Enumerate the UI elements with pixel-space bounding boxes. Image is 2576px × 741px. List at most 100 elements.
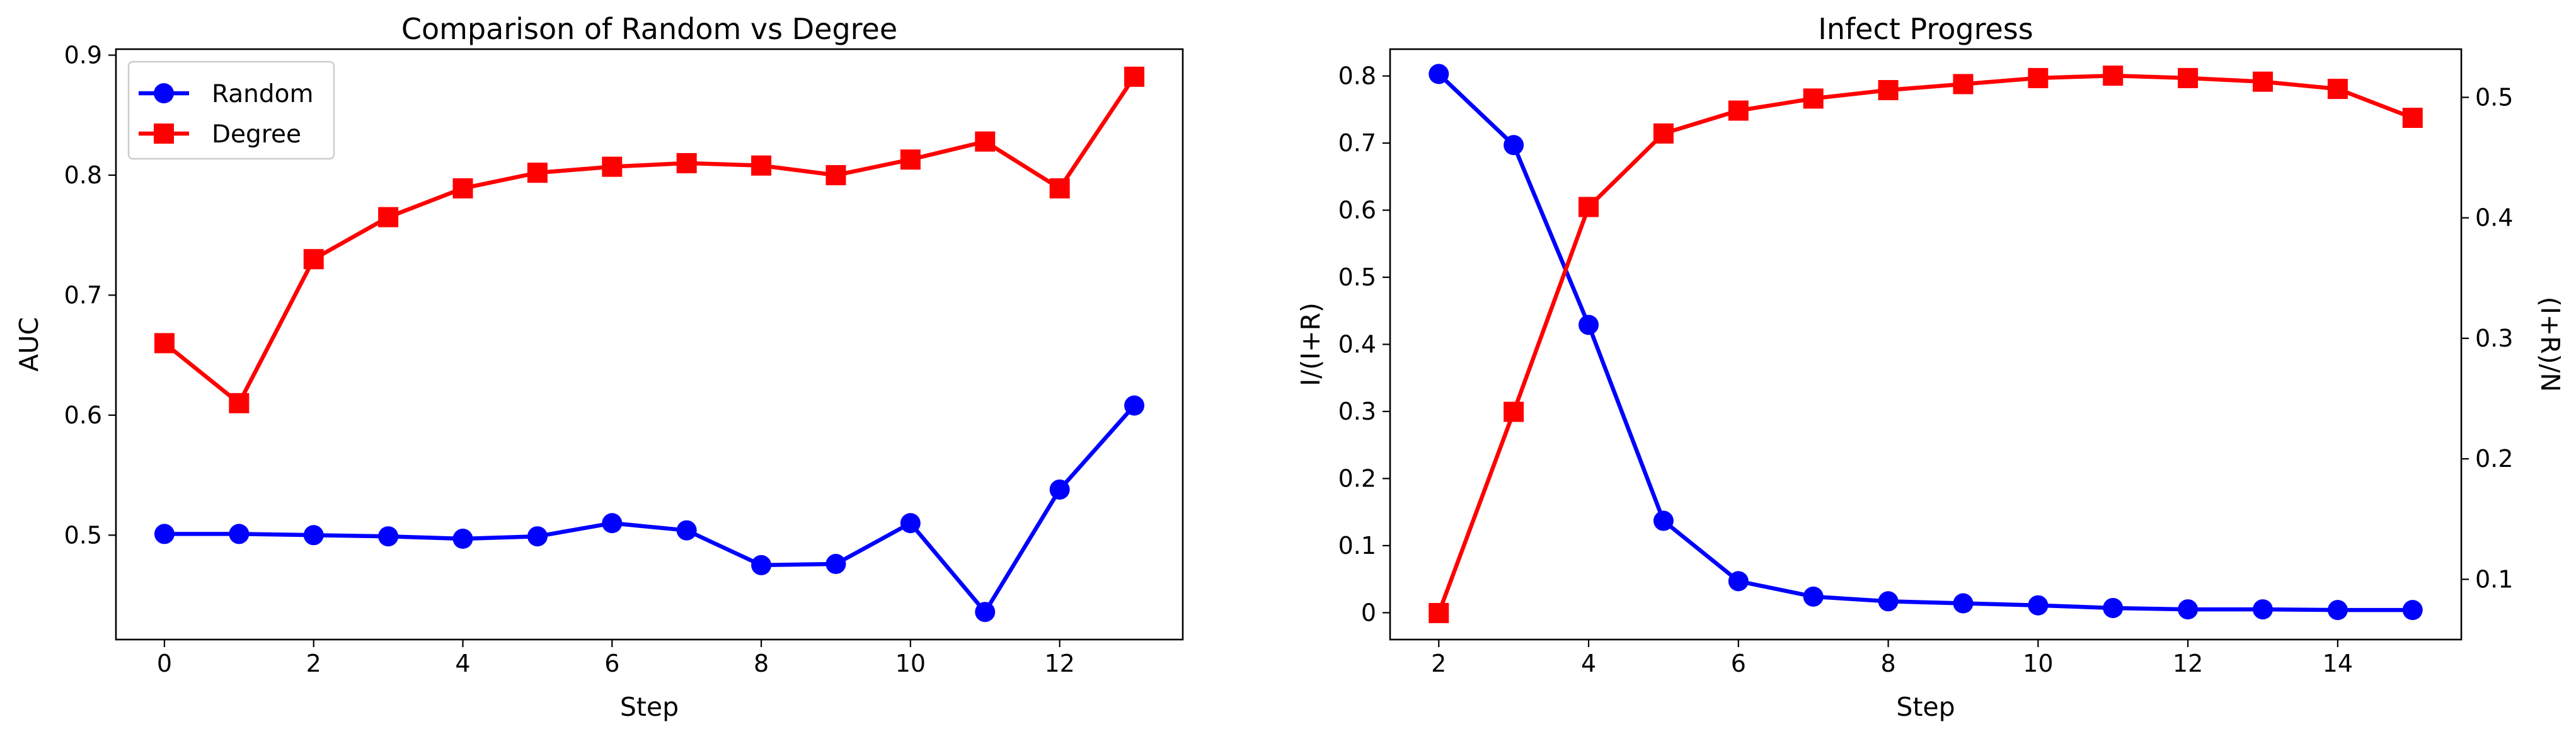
reached-ratio-series-point — [1504, 401, 1524, 422]
right-series-group — [1429, 64, 2423, 623]
random-series-point — [527, 526, 548, 547]
random-series-point — [825, 554, 846, 575]
left-x-tick-label: 2 — [306, 650, 321, 677]
degree-series-point — [602, 156, 623, 177]
random-series-point — [303, 525, 324, 546]
legend: Random Degree — [127, 60, 335, 160]
left-plot-frame — [115, 48, 1184, 641]
infected-ratio-series-point — [2327, 600, 2348, 621]
right-right-y-tick-label: 0.3 — [2475, 325, 2513, 352]
degree-series-point — [452, 178, 473, 198]
infected-ratio-series-point — [2252, 599, 2273, 620]
infected-ratio-series-point — [2028, 595, 2049, 616]
degree-series-point — [527, 163, 548, 183]
random-series-point — [975, 602, 996, 623]
infected-ratio-series-point — [1878, 591, 1899, 612]
left-y-tick-label: 0.9 — [64, 42, 102, 69]
reached-ratio-series-point — [1878, 80, 1899, 101]
reached-ratio-series-point — [1953, 74, 1974, 95]
right-left-y-tick-label: 0.8 — [1338, 62, 1376, 90]
random-series-point — [452, 529, 473, 549]
random-series-point — [1124, 395, 1145, 416]
reached-ratio-series-point — [1578, 197, 1599, 217]
random-series-point — [229, 524, 250, 544]
reached-ratio-series-point — [1653, 123, 1674, 144]
reached-ratio-series-point — [2327, 79, 2348, 100]
legend-label-degree: Degree — [212, 120, 301, 149]
random-series-point — [900, 513, 921, 534]
right-right-y-tick-label: 0.4 — [2475, 204, 2513, 232]
right-left-y-tick-label: 0.4 — [1338, 331, 1376, 359]
auc-comparison-chart: Comparison of Random vs Degree Step AUC … — [14, 12, 1184, 722]
infected-ratio-series-point — [1653, 510, 1674, 531]
infected-ratio-series-point — [1504, 135, 1524, 156]
legend-marker-random — [154, 83, 174, 103]
infect-progress-chart: Infect Progress Step I/(I+R) (I+R)/N 2 4 6… — [1296, 12, 2565, 722]
reached-ratio-series-point — [1803, 88, 1824, 109]
right-left-y-tick-label: 0.5 — [1338, 263, 1376, 291]
degree-series-point — [154, 333, 175, 353]
degree-series-point — [825, 164, 846, 185]
reached-ratio-series-point — [2028, 67, 2049, 88]
right-x-tick-label: 8 — [1880, 650, 1895, 677]
left-series-group — [154, 66, 1145, 623]
infected-ratio-series-point — [2103, 597, 2124, 618]
degree-series-point — [378, 207, 399, 227]
infected-ratio-series-point — [1803, 586, 1824, 607]
left-y-tick-label: 0.6 — [64, 401, 102, 429]
right-plot-frame — [1389, 48, 2463, 641]
degree-series-point — [975, 131, 996, 152]
right-x-tick-label: 2 — [1431, 650, 1446, 677]
reached-ratio-series-point — [1429, 602, 1449, 623]
random-series-line — [164, 404, 1136, 614]
degree-series-point — [229, 393, 250, 413]
random-series-point — [154, 524, 175, 544]
right-left-y-tick-label: 0.3 — [1338, 398, 1376, 425]
random-series-point — [751, 554, 772, 575]
right-x-axis-label: Step — [1896, 692, 1955, 722]
right-left-y-axis-label: I/(I+R) — [1296, 302, 1326, 386]
right-left-y-tick-label: 0 — [1361, 599, 1376, 626]
right-x-tick-label: 4 — [1581, 650, 1596, 677]
right-right-y-tick-label: 0.1 — [2475, 565, 2513, 593]
random-series-point — [602, 513, 623, 534]
left-x-tick-label: 10 — [895, 650, 926, 677]
reached-ratio-series-point — [2402, 107, 2423, 128]
left-x-tick-label: 6 — [604, 650, 619, 677]
left-x-tick-label: 0 — [157, 650, 172, 677]
right-right-y-tick-label: 0.5 — [2475, 83, 2513, 111]
right-axis-ticks: 2 4 6 8 10 12 14 0 0.1 0.2 0.3 0.4 0.5 0.6 0.7 0.8 0.1 0.… — [1338, 62, 2514, 677]
infected-ratio-series-point — [1429, 64, 1449, 84]
infected-ratio-series-point — [1578, 314, 1599, 335]
random-series-point — [1049, 479, 1070, 500]
reached-ratio-series-line — [1437, 73, 2413, 614]
right-x-tick-label: 6 — [1731, 650, 1746, 677]
infected-ratio-series-point — [2402, 600, 2423, 621]
left-y-tick-label: 0.7 — [64, 281, 102, 309]
left-y-tick-label: 0.8 — [64, 161, 102, 189]
right-right-y-tick-label: 0.2 — [2475, 445, 2513, 473]
degree-series-point — [676, 152, 697, 173]
right-x-tick-label: 14 — [2323, 650, 2353, 677]
infected-ratio-series-line — [1437, 72, 2413, 612]
right-x-tick-label: 10 — [2023, 650, 2053, 677]
right-x-tick-label: 12 — [2173, 650, 2203, 677]
degree-series-point — [751, 155, 772, 176]
degree-series-line — [163, 75, 1136, 406]
left-y-tick-label: 0.5 — [64, 521, 102, 549]
degree-series-point — [1049, 178, 1070, 198]
right-left-y-tick-label: 0.1 — [1338, 532, 1376, 560]
right-chart-title: Infect Progress — [1818, 12, 2033, 46]
infected-ratio-series-point — [1728, 571, 1749, 592]
right-left-y-tick-label: 0.2 — [1338, 464, 1376, 492]
random-series-point — [378, 526, 399, 547]
infected-ratio-series-point — [2178, 599, 2199, 620]
legend-label-random: Random — [212, 80, 313, 108]
degree-series-point — [303, 249, 324, 270]
degree-series-point — [900, 149, 921, 170]
left-x-tick-label: 4 — [455, 650, 470, 677]
reached-ratio-series-point — [2252, 71, 2273, 92]
reached-ratio-series-point — [2103, 66, 2124, 86]
reached-ratio-series-point — [1728, 100, 1749, 121]
